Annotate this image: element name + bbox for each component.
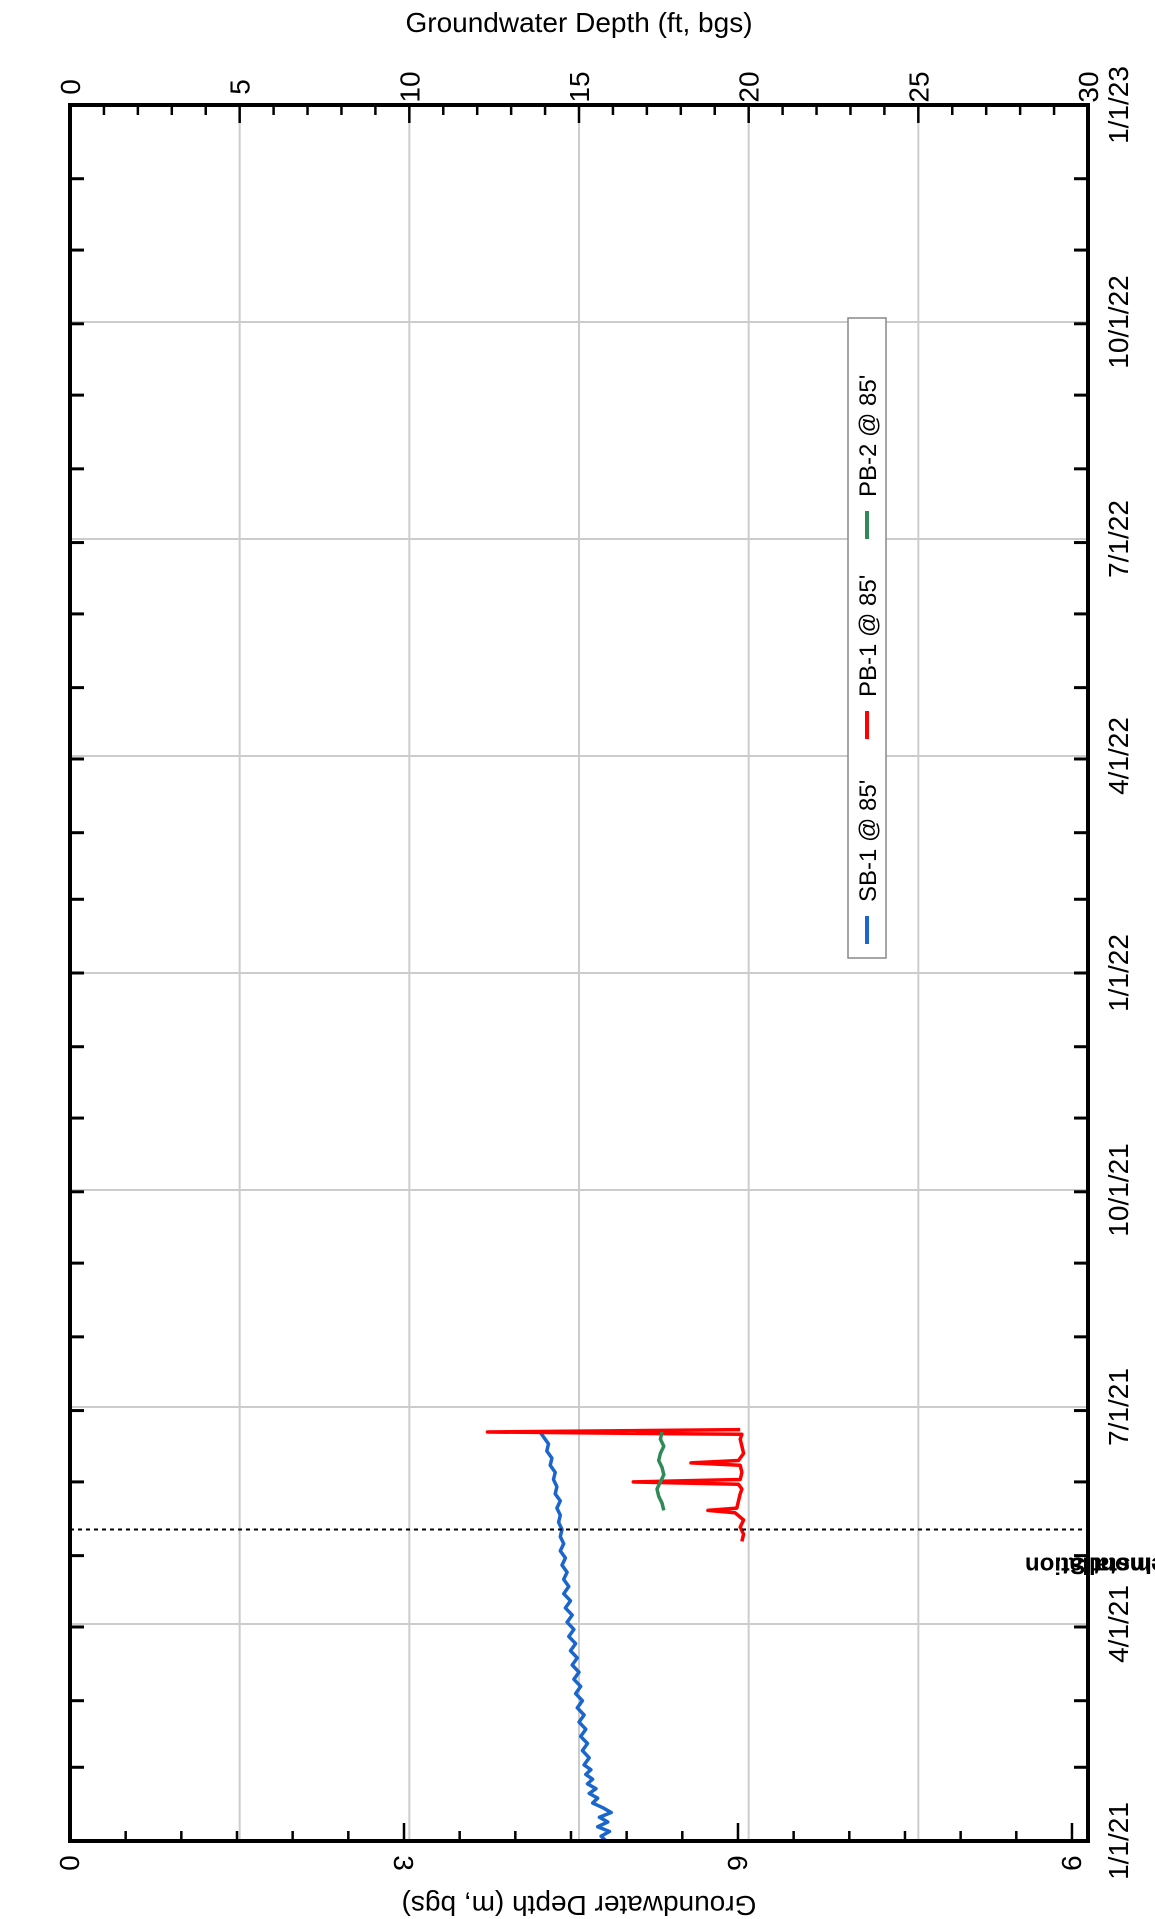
ft-tick-label: 20 [734, 71, 765, 102]
date-tick-label: 4/1/21 [1103, 1585, 1134, 1663]
m-tick-label: 6 [722, 1855, 753, 1871]
ft-tick-label: 25 [903, 71, 934, 102]
pile-installation-annotation: 2021/05/12: Fremont St. Production Pile … [1025, 1551, 1155, 1578]
gridlines [69, 104, 1089, 1842]
plot-frame [68, 103, 1090, 1843]
legend-label-1: SB-1 @ 85' [855, 780, 882, 902]
date-tick-label: 1/1/22 [1103, 934, 1134, 1012]
ft-tick-label: 15 [564, 71, 595, 102]
m-tick-label: 3 [388, 1855, 419, 1871]
date-tick-label: 10/1/21 [1103, 1143, 1134, 1236]
legend-label-2: PB-1 @ 85' [855, 575, 882, 697]
date-tick-label: 7/1/22 [1103, 500, 1134, 578]
m-tick-label: 9 [1056, 1855, 1087, 1871]
series-line-1 [538, 1430, 613, 1843]
ft-tick-label: 30 [1073, 71, 1104, 102]
ft-tick-label: 5 [225, 79, 256, 95]
legend: SB-1 @ 85' PB-1 @ 85' PB-2 @ 85' [847, 317, 887, 959]
date-tick-label: 7/1/21 [1103, 1368, 1134, 1446]
m-tick-label: 0 [54, 1855, 85, 1871]
legend-box [847, 317, 887, 959]
legend-label-3: PB-2 @ 85' [855, 375, 882, 497]
axis-tick-labels: 0 5 10 15 20 25 301/1/214/1/217/1/2110/1/211/1… [54, 66, 1134, 1880]
annotation-line-2: Production Pile Installation [1025, 1551, 1155, 1578]
annotation-line-1: 2021/05/12: Fremont St. [1055, 1551, 1155, 1578]
axis-ticks [68, 103, 1090, 1843]
date-tick-label: 10/1/22 [1103, 275, 1134, 368]
date-tick-label: 1/1/21 [1103, 1802, 1134, 1880]
date-tick-label: 1/1/23 [1103, 66, 1134, 144]
date-tick-label: 4/1/22 [1103, 717, 1134, 795]
series-lines [485, 1427, 746, 1843]
ft-tick-label: 0 [55, 79, 86, 95]
ft-tick-label: 10 [394, 71, 425, 102]
series-line-3 [655, 1431, 666, 1511]
series-line-2 [485, 1427, 746, 1542]
ft-axis-title: Groundwater Depth (ft, bgs) [405, 7, 752, 38]
m-axis-title: Groundwater Depth (m, bgs) [402, 1890, 757, 1919]
